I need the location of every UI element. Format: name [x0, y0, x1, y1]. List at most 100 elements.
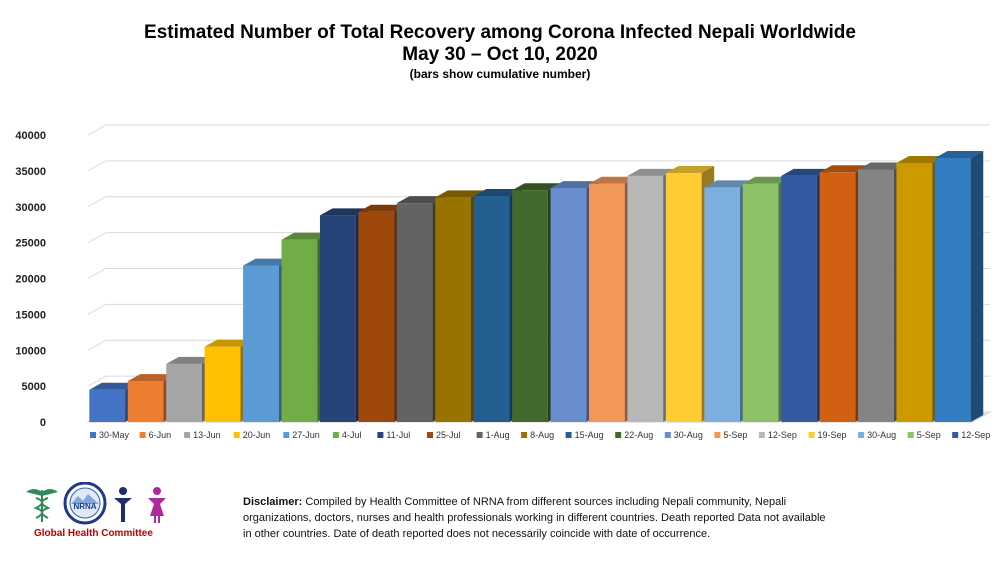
bar-front	[781, 175, 817, 422]
legend-item: 6-Jun	[139, 430, 172, 440]
bar-front	[435, 197, 472, 422]
bar-front	[243, 265, 279, 422]
bar	[127, 374, 177, 422]
bars	[89, 150, 984, 423]
bar-front	[550, 188, 587, 422]
y-tick-label: 40000	[15, 130, 46, 142]
logo-org-text: NRNA	[73, 502, 96, 511]
legend-item: 13-Jun	[184, 430, 221, 440]
legend-label: 15-Aug	[575, 430, 604, 440]
logo-group: NRNA	[26, 482, 166, 525]
legend-item: 4-Jul	[332, 430, 362, 440]
legend-item: 8-Aug	[521, 430, 554, 440]
bar-front	[473, 195, 510, 422]
legend-label: 22-Aug	[624, 430, 653, 440]
legend-label: 30-Aug	[867, 430, 896, 440]
bar-front	[281, 239, 318, 422]
bar-top	[858, 162, 907, 170]
legend-label: 20-Jun	[243, 430, 271, 440]
legend-item: 11-Jul	[377, 430, 410, 440]
legend-swatch	[565, 432, 572, 438]
legend-swatch	[521, 432, 528, 438]
bar-front	[512, 190, 548, 422]
bar-front	[319, 215, 356, 422]
bar-top	[166, 356, 215, 364]
legend-swatch	[283, 432, 290, 438]
logo-caption: Global Health Committee	[34, 528, 153, 539]
bar-front	[166, 363, 202, 422]
disclaimer-label: Disclaimer:	[243, 496, 303, 508]
bar-top	[896, 155, 945, 163]
legend-swatch	[476, 432, 483, 438]
legend-label: 6-Jun	[149, 430, 172, 440]
legend-item: 5-Sep	[714, 430, 747, 440]
chart-note: (bars show cumulative number)	[409, 67, 591, 81]
chart-subtitle: May 30 – Oct 10, 2020	[402, 44, 598, 65]
woman-icon	[148, 487, 166, 523]
legend-swatch	[377, 432, 384, 438]
bar-top	[512, 183, 561, 191]
legend-item: 12-Sep	[758, 430, 797, 440]
bar-top	[550, 181, 599, 189]
legend-label: 30-Aug	[674, 430, 703, 440]
bar-front	[588, 183, 625, 422]
bar-top	[781, 168, 830, 176]
legend-label: 12-Sep	[961, 430, 990, 440]
legend-swatch	[907, 432, 914, 438]
bar-top	[281, 232, 330, 240]
person-icon	[114, 487, 132, 522]
bar-top	[934, 150, 984, 158]
legend-label: 1-Aug	[486, 430, 510, 440]
bar-top	[588, 176, 638, 184]
legend-swatch	[233, 432, 240, 438]
bar-top	[127, 374, 177, 382]
bar-top	[742, 176, 792, 184]
legend-item: 27-Jun	[283, 430, 320, 440]
bar-front	[627, 175, 664, 422]
legend-item: 25-Jul	[427, 430, 461, 440]
bar-front	[358, 211, 395, 422]
nrna-logo: NRNA	[63, 482, 107, 525]
legend-item: 30-Aug	[664, 430, 703, 440]
legend-swatch	[758, 432, 765, 438]
bar-top	[89, 382, 138, 390]
y-tick-label: 10000	[15, 345, 46, 357]
legend-swatch	[858, 432, 865, 438]
caduceus-icon	[26, 489, 58, 522]
legend-label: 8-Aug	[530, 430, 554, 440]
legend-item: 19-Sep	[808, 430, 847, 440]
legend-swatch	[808, 432, 815, 438]
legend-label: 5-Sep	[723, 430, 747, 440]
gridline	[87, 124, 990, 136]
legend-label: 5-Sep	[917, 430, 941, 440]
bar-front	[704, 187, 741, 422]
legend-item: 30-May	[90, 430, 130, 440]
bar-front	[742, 183, 779, 422]
bar-front	[934, 157, 971, 422]
bar-front	[127, 381, 164, 422]
legend-item: 5-Sep	[907, 430, 941, 440]
y-tick-label: 20000	[15, 274, 46, 286]
bar-top	[435, 190, 484, 198]
disclaimer-text: Compiled by Health Committee of NRNA fro…	[243, 496, 826, 540]
bar-front	[204, 346, 241, 422]
bar-front	[665, 173, 702, 422]
y-tick-label: 25000	[15, 238, 46, 250]
legend-swatch	[664, 432, 671, 438]
bar-front	[89, 389, 126, 422]
legend-swatch	[427, 432, 433, 438]
bar-top	[665, 166, 715, 174]
chart-title: Estimated Number of Total Recovery among…	[144, 22, 856, 43]
legend-swatch	[184, 432, 191, 438]
legend-label: 30-May	[99, 430, 130, 440]
legend-label: 11-Jul	[386, 430, 410, 440]
y-tick-label: 0	[40, 417, 46, 429]
legend-item: 12-Sep	[952, 430, 990, 440]
legend-label: 13-Jun	[193, 430, 221, 440]
legend-label: 4-Jul	[342, 430, 362, 440]
legend-swatch	[952, 432, 959, 438]
bar-chart: 0 5000 10000 15000 20000 25000 30000 35000 40000…	[15, 124, 992, 440]
bar-top	[396, 196, 446, 204]
legend-label: 25-Jul	[436, 430, 461, 440]
legend-swatch	[332, 432, 339, 438]
